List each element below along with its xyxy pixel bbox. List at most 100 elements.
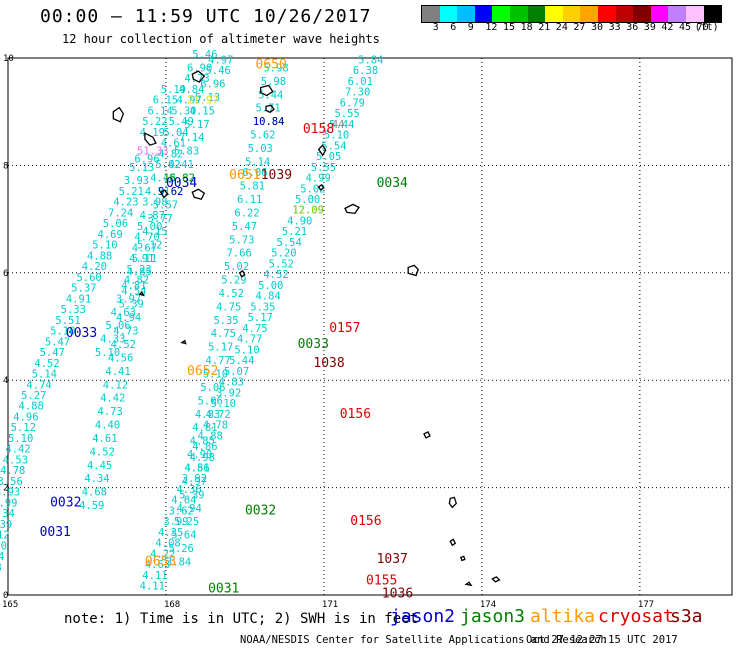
wave-height-value: 5.46 [205, 65, 230, 77]
wave-height-value: 4.52 [219, 288, 244, 300]
wave-height-value: 4.59 [79, 500, 104, 512]
wave-height-value: 4.67 [132, 242, 157, 254]
y-tick-label: 8 [3, 161, 8, 171]
wave-height-value: 6.96 [134, 154, 159, 166]
wave-height-value: 4.64 [171, 495, 196, 507]
wave-height-value: 5.55 [334, 108, 359, 120]
wave-height-value: 5.00 [295, 194, 320, 206]
colorbar-swatch [580, 6, 598, 22]
wave-height-value: 3.84 [166, 556, 191, 568]
wave-height-value: 4.82 [124, 275, 149, 287]
colorbar-tick-label: 3 [432, 22, 439, 33]
colorbar-swatch [685, 6, 704, 22]
island-outline [460, 555, 466, 562]
wave-height-value: 4.51 [145, 186, 170, 198]
wave-height-value: 4.83 [195, 409, 220, 421]
wave-height-value: 7.66 [227, 248, 252, 260]
wave-height-value: 3.97 [116, 293, 141, 305]
pass-time-label: 0155 [366, 573, 397, 588]
wave-height-value: 5.54 [277, 237, 302, 249]
wave-height-value: 5.12 [11, 422, 36, 434]
wave-height-value: 5.73 [229, 234, 254, 246]
colorbar-tick-label: 24 [555, 22, 568, 33]
colorbar-tick-label: 21 [538, 22, 551, 33]
wave-height-value: 4.97 [182, 476, 207, 488]
wave-height-value: 3.99 [163, 516, 188, 528]
wave-height-value: 4.90 [187, 449, 212, 461]
wave-height-value: 5.00 [137, 221, 162, 233]
wave-height-value: 5.39 [179, 489, 204, 501]
wave-height-value: 4.94 [116, 312, 141, 324]
pass-time-label: 0032 [245, 503, 276, 518]
wave-height-value: 4.73 [113, 326, 138, 338]
wave-height-value: 4.91 [129, 253, 154, 265]
wave-height-value: 5.62 [250, 130, 275, 142]
wave-height-value: 6.14 [148, 105, 173, 117]
legend-jason2: jason2 [390, 606, 456, 627]
wave-height-value: 4.45 [87, 460, 112, 472]
wave-height-value: 6.90 [187, 62, 212, 74]
wave-height-value: 4.77 [237, 334, 262, 346]
generated-timestamp: Oct 27 12:27:15 UTC 2017 [526, 634, 678, 646]
y-tick-label: 10 [3, 54, 14, 64]
wave-height-value: 4.35 [158, 527, 183, 539]
wave-height-value: 5.06 [103, 218, 128, 230]
wave-height-value: 4.97 [176, 95, 201, 107]
wave-height-value: 4.33 [100, 334, 125, 346]
wave-height-value: 5.35 [250, 301, 275, 313]
pass-time-label: 0652 [187, 364, 218, 379]
pass-time-label: 0650 [255, 58, 286, 73]
wave-height-value: 5.14 [245, 156, 270, 168]
island-outline [448, 496, 458, 509]
wave-height-value: 16.82 [163, 173, 195, 185]
island-outline [191, 70, 206, 83]
wave-height-value: 4.99 [305, 173, 330, 185]
island-outline [112, 106, 125, 123]
wave-height-value: 4.73 [98, 406, 123, 418]
x-tick-label: 165 [2, 600, 18, 610]
island-outline [344, 203, 360, 215]
island-outline [317, 144, 327, 157]
wave-height-value: 5.60 [76, 272, 101, 284]
wave-height-value: 3.64 [0, 551, 4, 563]
wave-height-value: 3.98 [142, 197, 167, 209]
wave-height-value: 5.10 [211, 398, 236, 410]
wave-height-value: 5.00 [258, 280, 283, 292]
wave-height-value: 5.33 [61, 304, 86, 316]
colorbar-tick-label: 6 [450, 22, 457, 33]
island-outline [491, 576, 501, 583]
wave-height-value: 4.41 [105, 366, 130, 378]
wave-height-value-highlight: 12.09 [292, 205, 324, 217]
pass-time-label: 1037 [377, 552, 408, 567]
colorbar-tick-label: 18 [520, 22, 533, 33]
wave-height-value: 4.11 [140, 581, 165, 593]
colorbar [421, 5, 723, 23]
wave-height-value: 3.77 [148, 213, 173, 225]
page-subtitle: 12 hour collection of altimeter wave hei… [62, 32, 380, 46]
wave-height-value: 4.53 [3, 454, 28, 466]
wave-height-value: 5.10 [324, 130, 349, 142]
wave-height-value: 5.21 [282, 226, 307, 238]
wave-height-value: 5.02 [224, 261, 249, 273]
wave-height-value: 4.94 [176, 503, 201, 515]
wave-height-value: 4.48 [150, 173, 175, 185]
wave-height-value: 4.75 [242, 323, 267, 335]
wave-height-value: 5.11 [132, 253, 157, 265]
legend-jason3: jason3 [460, 606, 526, 627]
wave-height-value: 4.82 [158, 148, 183, 160]
wave-height-value: 5.30 [171, 105, 196, 117]
pass-time-label: 0034 [166, 176, 197, 191]
wave-height-value: 4.61 [161, 138, 186, 150]
wave-height-value: 5.47 [45, 336, 70, 348]
wave-height-value: 4.81 [192, 422, 217, 434]
wave-height-value: 5.04 [163, 127, 188, 139]
wave-height-value: 5.84 [358, 54, 383, 66]
pass-time-label: 0033 [298, 337, 329, 352]
island-outline [317, 183, 325, 191]
wave-height-value: 4.75 [216, 301, 241, 313]
wave-height-value: 5.17 [248, 312, 273, 324]
wave-height-value: 5.26 [169, 543, 194, 555]
wave-height-value: 5.10 [95, 347, 120, 359]
pass-time-label: 0031 [40, 525, 71, 540]
